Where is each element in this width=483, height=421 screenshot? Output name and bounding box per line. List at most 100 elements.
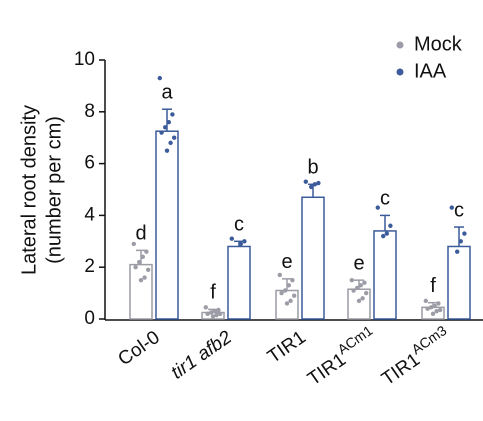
data-point bbox=[462, 231, 467, 236]
data-point bbox=[242, 239, 247, 244]
y-tick-label: 4 bbox=[84, 204, 95, 225]
y-axis-label: Lateral root density bbox=[18, 105, 40, 275]
data-point bbox=[166, 119, 171, 125]
data-point bbox=[458, 239, 463, 244]
y-tick-label: 10 bbox=[74, 49, 95, 70]
x-tick-label: Col-0 bbox=[115, 327, 164, 370]
data-point bbox=[384, 231, 389, 236]
data-point bbox=[216, 307, 221, 313]
x-tick-label: TIR1ACm3 bbox=[374, 322, 455, 390]
data-point bbox=[214, 312, 219, 318]
data-point bbox=[360, 296, 365, 301]
data-point bbox=[434, 309, 439, 314]
data-point bbox=[279, 290, 284, 296]
data-point bbox=[284, 301, 290, 306]
data-point bbox=[133, 265, 138, 270]
letter-label: e bbox=[281, 251, 292, 273]
data-point bbox=[168, 140, 173, 146]
data-point bbox=[355, 285, 360, 291]
bar bbox=[373, 230, 397, 320]
bar bbox=[447, 245, 471, 320]
data-point bbox=[438, 307, 443, 313]
data-point bbox=[286, 283, 291, 288]
letter-label: a bbox=[161, 81, 173, 103]
x-tick-label: tir1 afb2 bbox=[167, 327, 236, 384]
data-point bbox=[277, 272, 282, 278]
letter-label: c bbox=[454, 199, 464, 221]
data-point bbox=[381, 233, 386, 239]
data-point bbox=[423, 298, 428, 304]
legend-marker bbox=[396, 68, 404, 76]
letter-label: f bbox=[210, 282, 216, 304]
data-point bbox=[449, 205, 454, 210]
bar bbox=[301, 196, 325, 320]
data-point bbox=[205, 311, 210, 317]
data-point bbox=[309, 184, 314, 190]
data-point bbox=[238, 241, 243, 247]
legend-marker bbox=[396, 41, 404, 49]
data-point bbox=[157, 75, 162, 81]
data-point bbox=[210, 314, 216, 319]
data-point bbox=[316, 180, 321, 186]
data-point bbox=[172, 135, 177, 140]
category-superscript: ACm1 bbox=[334, 322, 375, 358]
data-point bbox=[140, 254, 145, 260]
letter-label: c bbox=[380, 188, 390, 210]
data-point bbox=[212, 309, 217, 314]
letter-label: e bbox=[353, 252, 364, 274]
data-point bbox=[312, 182, 317, 187]
data-point bbox=[425, 306, 430, 311]
letter-label: c bbox=[234, 214, 244, 236]
data-point bbox=[229, 236, 234, 241]
data-point bbox=[358, 283, 363, 288]
data-point bbox=[429, 305, 434, 310]
data-point bbox=[170, 112, 175, 117]
data-point bbox=[430, 311, 436, 317]
data-point bbox=[209, 310, 214, 315]
data-point bbox=[144, 249, 149, 254]
data-point bbox=[351, 288, 356, 293]
data-point bbox=[455, 249, 460, 254]
x-tick-label: TIR1 bbox=[264, 327, 310, 368]
data-point bbox=[138, 277, 144, 283]
x-tick-label: TIR1ACm1 bbox=[300, 322, 381, 390]
y-tick-label: 8 bbox=[84, 101, 95, 122]
data-point bbox=[292, 293, 297, 298]
y-axis-label: (number per cm) bbox=[43, 116, 65, 264]
letter-label: b bbox=[307, 157, 318, 179]
data-point bbox=[349, 277, 354, 283]
bar bbox=[155, 130, 179, 320]
legend-label: IAA bbox=[414, 60, 447, 82]
data-point bbox=[203, 305, 208, 310]
data-point bbox=[146, 267, 151, 272]
data-point bbox=[142, 275, 147, 280]
category-name: tir1 afb2 bbox=[167, 327, 236, 384]
data-point bbox=[303, 179, 308, 184]
data-point bbox=[163, 125, 168, 130]
legend-label: Mock bbox=[414, 33, 463, 55]
category-name: TIR1 bbox=[264, 327, 310, 368]
data-point bbox=[375, 205, 380, 210]
data-point bbox=[436, 301, 441, 306]
data-point bbox=[218, 311, 223, 317]
category-superscript: ACm3 bbox=[408, 322, 449, 358]
bar bbox=[227, 245, 251, 320]
letter-label: d bbox=[135, 223, 146, 245]
data-point bbox=[388, 223, 393, 228]
letter-label: f bbox=[430, 275, 436, 297]
category-name: Col-0 bbox=[115, 327, 164, 370]
data-point bbox=[364, 290, 369, 296]
y-tick-label: 6 bbox=[84, 153, 95, 174]
data-point bbox=[159, 130, 164, 135]
data-point bbox=[356, 298, 362, 304]
bar bbox=[129, 263, 153, 320]
y-tick-label: 0 bbox=[84, 308, 95, 329]
data-point bbox=[362, 280, 367, 285]
data-point bbox=[288, 298, 293, 304]
data-point bbox=[283, 288, 288, 293]
data-point bbox=[131, 241, 136, 247]
data-point bbox=[164, 148, 170, 153]
data-point bbox=[290, 277, 295, 283]
data-point bbox=[432, 303, 437, 309]
